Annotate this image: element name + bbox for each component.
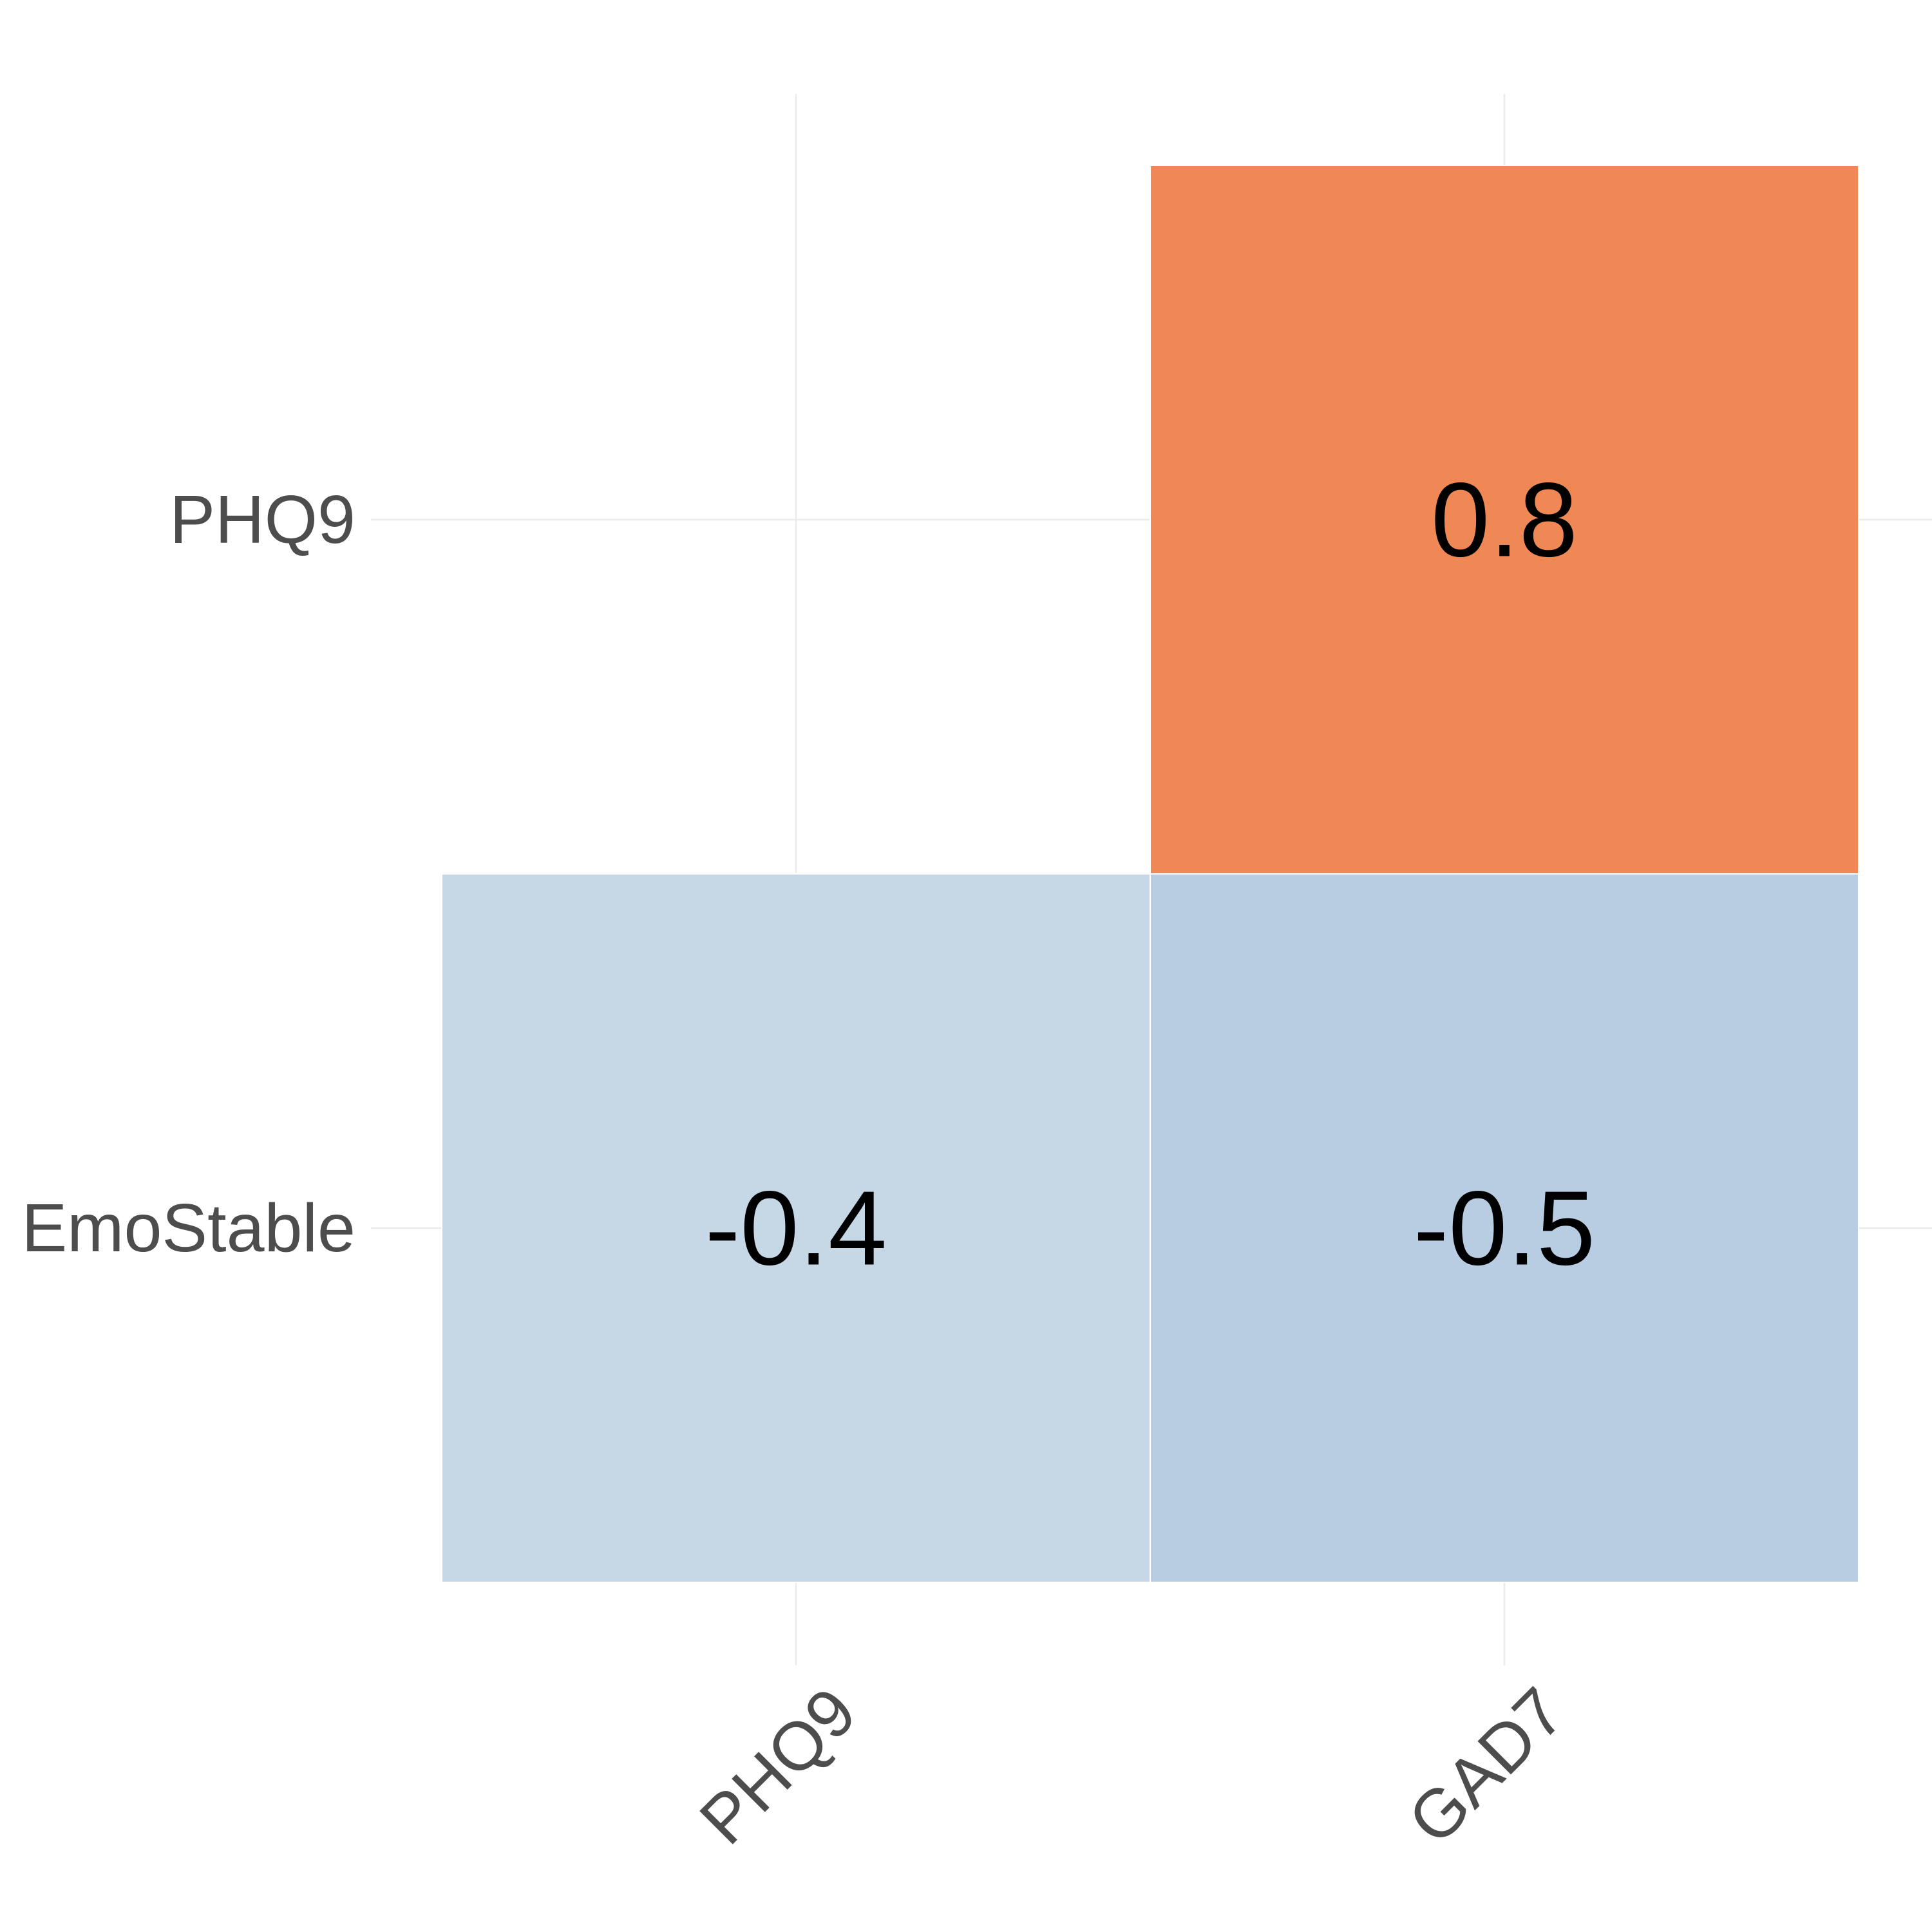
heatmap-cells [441, 165, 1859, 1583]
x-tick-label-phq9: PHQ9 [685, 1674, 871, 1859]
cell-value-gad7-emostable: -0.5 [1414, 1170, 1596, 1287]
x-tick-label-gad7: GAD7 [1394, 1674, 1579, 1859]
cell-value-labels: -0.4 -0.5 0.8 [705, 461, 1596, 1287]
cell-value-phq9-emostable: -0.4 [705, 1170, 887, 1287]
y-tick-label-phq9: PHQ9 [169, 482, 355, 558]
y-axis-tick-labels: EmoStable PHQ9 [21, 482, 355, 1266]
heatmap-cell-phq9-emostable [441, 873, 1151, 1583]
heatmap-cell-gad7-emostable [1150, 873, 1859, 1583]
cell-value-gad7-phq9: 0.8 [1431, 461, 1578, 579]
y-tick-label-emostable: EmoStable [21, 1190, 355, 1266]
x-axis-tick-labels: PHQ9 GAD7 [685, 1674, 1579, 1859]
heatmap-cell-gad7-phq9 [1150, 165, 1859, 875]
